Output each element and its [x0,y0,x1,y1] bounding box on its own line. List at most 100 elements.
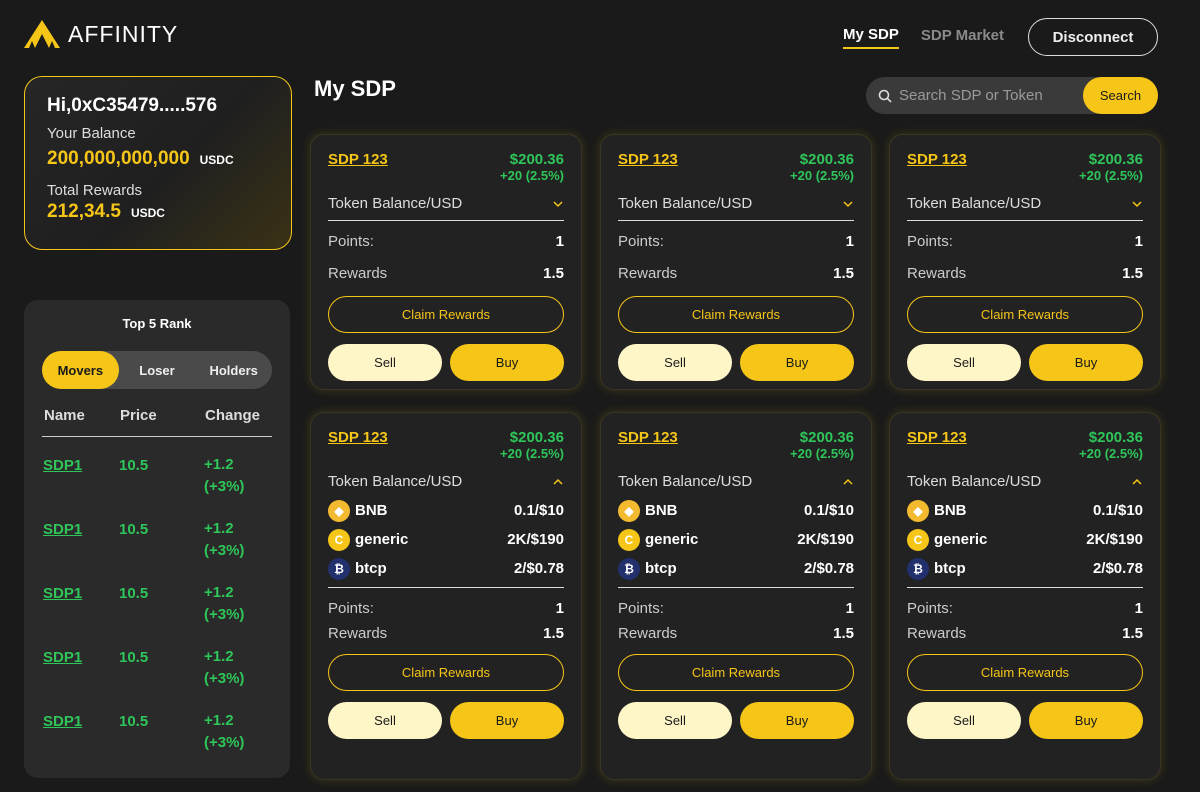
nav-my-sdp[interactable]: My SDP [843,26,899,49]
rank-change-value: +1.2 [204,520,234,537]
rank-sdp-link[interactable]: SDP1 [43,713,83,730]
search-icon [878,89,892,103]
sell-button[interactable]: Sell [618,344,732,381]
rank-change-pct: (+3%) [204,670,245,687]
sdp-name-link[interactable]: SDP 123 [907,151,967,168]
buy-button[interactable]: Buy [450,344,564,381]
nav-sdp-market[interactable]: SDP Market [920,26,1004,44]
sdp-name-link[interactable]: SDP 123 [618,429,678,446]
rewards-value: 212,34.5 [47,201,121,222]
points-label: Points: [907,233,953,250]
sdp-price: $200.36 [509,429,564,446]
sdp-price: $200.36 [509,151,564,168]
rank-row: SDP1 10.5 +1.2 (+3%) [42,501,272,565]
rewards-row: Rewards 1.5 [328,625,564,642]
token-value: 2K/$190 [797,531,854,548]
buy-button[interactable]: Buy [740,702,854,739]
sdp-price-change: +20 (2.5%) [500,446,564,461]
claim-rewards-button[interactable]: Claim Rewards [618,296,854,333]
points-value: 1 [845,600,854,617]
rank-change-pct: (+3%) [204,734,245,751]
token-row: ₿ btcp 2/$0.78 [328,554,564,583]
header: AFFINITY My SDP SDP Market Disconnect [0,0,1200,72]
claim-rewards-button[interactable]: Claim Rewards [907,654,1143,691]
sell-button[interactable]: Sell [328,344,442,381]
rank-sdp-link[interactable]: SDP1 [43,649,83,666]
token-value: 2/$0.78 [1092,560,1143,577]
price-block: $200.36 +20 (2.5%) [500,429,564,461]
token-balance-dropdown[interactable]: Token Balance/USD [618,195,854,221]
chevron-up-icon [843,478,853,485]
points-row: Points: 1 [907,600,1143,617]
rank-tabs: Movers Loser Holders [42,351,272,389]
buy-button[interactable]: Buy [1029,702,1143,739]
rank-sdp-link[interactable]: SDP1 [43,457,83,474]
token-balance-dropdown[interactable]: Token Balance/USD [328,473,564,498]
sell-button[interactable]: Sell [907,344,1021,381]
rank-change-value: +1.2 [204,648,234,665]
chevron-up-icon [1132,478,1142,485]
rank-row: SDP1 10.5 +1.2 (+3%) [42,629,272,693]
claim-rewards-button[interactable]: Claim Rewards [328,654,564,691]
rank-change-value: +1.2 [204,456,234,473]
token-balance-dropdown[interactable]: Token Balance/USD [328,195,564,221]
token-value: 2/$0.78 [513,560,564,577]
points-value: 1 [555,233,564,250]
token-row: ◆ BNB 0.1/$10 [328,496,564,525]
token-value: 0.1/$10 [513,502,564,519]
sdp-name-link[interactable]: SDP 123 [328,429,388,446]
points-value: 1 [1134,600,1143,617]
token-symbol: BNB [645,502,678,519]
card-header: SDP 123 $200.36 +20 (2.5%) [907,429,1143,461]
rank-row: SDP1 10.5 +1.2 (+3%) [42,693,272,757]
rank-price: 10.5 [119,713,149,730]
token-balance-dropdown[interactable]: Token Balance/USD [907,195,1143,221]
buy-button[interactable]: Buy [1029,344,1143,381]
points-row: Points: 1 [618,600,854,617]
token-balance-dropdown[interactable]: Token Balance/USD [618,473,854,498]
token-value: 0.1/$10 [803,502,854,519]
sell-button[interactable]: Sell [328,702,442,739]
sdp-name-link[interactable]: SDP 123 [328,151,388,168]
claim-rewards-button[interactable]: Claim Rewards [907,296,1143,333]
col-price: Price [120,407,157,424]
tab-movers[interactable]: Movers [42,351,119,389]
tab-loser[interactable]: Loser [139,362,175,378]
rewards-label: Total Rewards [47,182,143,199]
search-button[interactable]: Search [1083,77,1158,114]
rank-sdp-link[interactable]: SDP1 [43,585,83,602]
claim-rewards-button[interactable]: Claim Rewards [618,654,854,691]
sdp-name-link[interactable]: SDP 123 [618,151,678,168]
buy-button[interactable]: Buy [740,344,854,381]
trade-buttons: Sell Buy [618,702,854,739]
search-input[interactable] [899,87,1079,104]
tab-holders[interactable]: Holders [209,362,258,378]
buy-button[interactable]: Buy [450,702,564,739]
brand-logo[interactable]: AFFINITY [24,20,178,48]
balance-label: Your Balance [47,125,136,142]
points-row: Points: 1 [328,600,564,617]
sell-button[interactable]: Sell [907,702,1021,739]
price-block: $200.36 +20 (2.5%) [1079,151,1143,183]
card-header: SDP 123 $200.36 +20 (2.5%) [907,151,1143,183]
rank-table-header: Name Price Change [42,407,272,437]
bnb-icon: ◆ [328,499,350,522]
points-label: Points: [907,600,953,617]
token-balance-dropdown[interactable]: Token Balance/USD [907,473,1143,498]
sdp-name-link[interactable]: SDP 123 [907,429,967,446]
sdp-card: SDP 123 $200.36 +20 (2.5%) Token Balance/US… [600,412,872,780]
token-value: 2K/$190 [1086,531,1143,548]
trade-buttons: Sell Buy [328,344,564,381]
sell-button[interactable]: Sell [618,702,732,739]
points-value: 1 [845,233,854,250]
sdp-card: SDP 123 $200.36 +20 (2.5%) Token Balance/US… [310,412,582,780]
token-symbol: btcp [934,560,966,577]
trade-buttons: Sell Buy [907,702,1143,739]
rank-sdp-link[interactable]: SDP1 [43,521,83,538]
claim-rewards-button[interactable]: Claim Rewards [328,296,564,333]
sdp-price-change: +20 (2.5%) [1079,446,1143,461]
brand-name: AFFINITY [68,20,179,47]
disconnect-button[interactable]: Disconnect [1028,18,1158,56]
sdp-card: SDP 123 $200.36 +20 (2.5%) Token Balance/US… [889,134,1161,390]
